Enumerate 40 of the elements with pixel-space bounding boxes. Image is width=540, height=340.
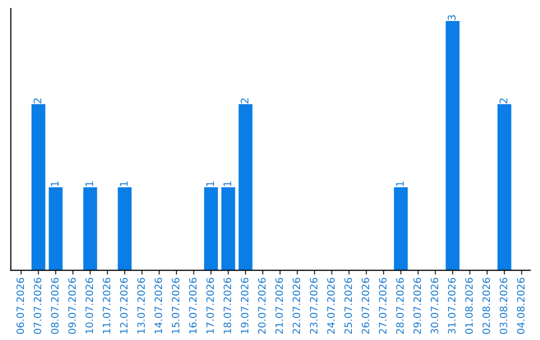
x-tick-label: 22.07.2026	[292, 278, 300, 334]
x-tick-label: 03.08.2026	[500, 278, 508, 334]
data-label: 1	[396, 182, 404, 186]
x-tick-label: 17.07.2026	[206, 278, 214, 334]
x-tick-label: 26.07.2026	[362, 278, 370, 334]
x-tick-label: 28.07.2026	[396, 278, 404, 334]
data-label: 1	[85, 182, 94, 186]
data-label: 1	[224, 182, 232, 186]
x-tick-label: 10.07.2026	[86, 278, 94, 334]
x-tick-label: 08.07.2026	[51, 278, 59, 334]
x-tick-label: 11.07.2026	[102, 278, 110, 334]
x-tick-label: 18.07.2026	[224, 278, 232, 334]
x-tick-label: 09.07.2026	[68, 278, 76, 334]
data-label: 1	[206, 182, 214, 186]
x-tick-label: 06.07.2026	[16, 278, 24, 334]
x-tick-label: 02.08.2026	[482, 278, 490, 334]
data-label: 1	[50, 182, 59, 186]
data-label: 2	[500, 98, 508, 104]
x-tick-label: 23.07.2026	[310, 278, 318, 334]
x-tick-label: 19.07.2026	[240, 278, 248, 334]
x-tick-label: 15.07.2026	[172, 278, 180, 334]
x-tick-label: 25.07.2026	[344, 278, 352, 334]
x-tick-label: 21.07.2026	[275, 278, 283, 334]
x-tick-label: 01.08.2026	[465, 278, 473, 334]
x-tick-label: 30.07.2026	[430, 278, 438, 334]
x-tick-label: 27.07.2026	[378, 278, 386, 334]
x-tick-label: 31.07.2026	[448, 278, 456, 334]
x-tick-label: 13.07.2026	[137, 278, 145, 334]
data-label: 3	[448, 15, 456, 20]
x-tick-label: 20.07.2026	[258, 278, 266, 334]
x-tick-label: 16.07.2026	[189, 278, 197, 334]
data-label: 2	[240, 98, 248, 104]
x-tick-label: 07.07.2026	[34, 278, 42, 334]
x-tick-label: 14.07.2026	[154, 278, 162, 334]
x-tick-label: 04.08.2026	[516, 278, 525, 334]
x-tick-label: 24.07.2026	[327, 278, 335, 334]
data-label: 1	[120, 182, 128, 186]
x-tick-label: 12.07.2026	[120, 278, 128, 334]
data-label: 2	[34, 98, 42, 104]
x-tick-label: 29.07.2026	[413, 278, 421, 334]
